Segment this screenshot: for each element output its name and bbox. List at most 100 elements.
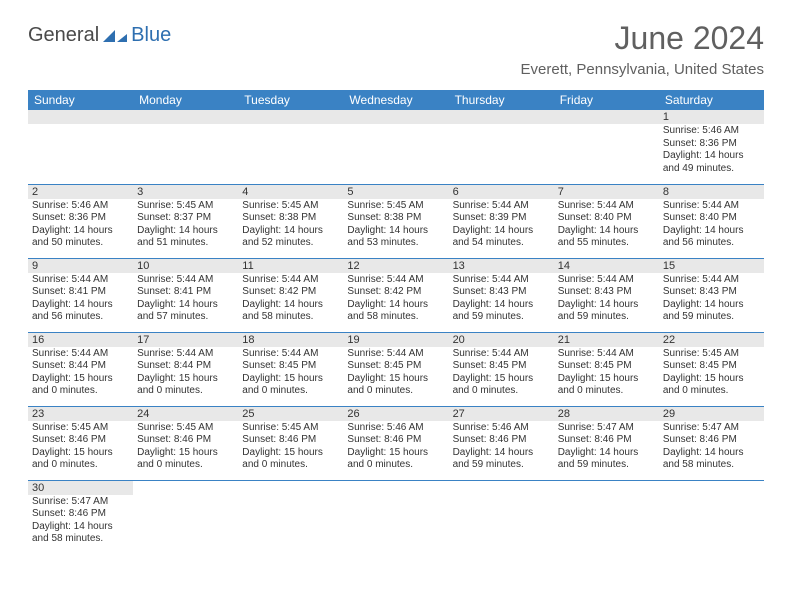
day-number: 10: [133, 259, 238, 273]
calendar-cell: 3Sunrise: 5:45 AMSunset: 8:37 PMDaylight…: [133, 184, 238, 258]
calendar-cell: 13Sunrise: 5:44 AMSunset: 8:43 PMDayligh…: [449, 258, 554, 332]
sunrise-text: Sunrise: 5:44 AM: [32, 348, 129, 361]
sunset-text: Sunset: 8:45 PM: [663, 360, 760, 373]
day-number: 4: [238, 185, 343, 199]
calendar-cell: [133, 480, 238, 554]
sunset-text: Sunset: 8:46 PM: [32, 434, 129, 447]
sunset-text: Sunset: 8:38 PM: [242, 212, 339, 225]
day-number: 22: [659, 333, 764, 347]
daylight-text: Daylight: 15 hours and 0 minutes.: [32, 373, 129, 398]
sunset-text: Sunset: 8:46 PM: [347, 434, 444, 447]
daylight-text: Daylight: 15 hours and 0 minutes.: [242, 447, 339, 472]
daylight-text: Daylight: 14 hours and 53 minutes.: [347, 225, 444, 250]
sunrise-text: Sunrise: 5:44 AM: [453, 348, 550, 361]
sunrise-text: Sunrise: 5:47 AM: [32, 496, 129, 509]
daylight-text: Daylight: 14 hours and 59 minutes.: [453, 299, 550, 324]
calendar-cell: [659, 480, 764, 554]
sunrise-text: Sunrise: 5:44 AM: [453, 274, 550, 287]
day-number: 24: [133, 407, 238, 421]
day-details: Sunrise: 5:45 AMSunset: 8:46 PMDaylight:…: [28, 421, 133, 475]
sunset-text: Sunset: 8:44 PM: [32, 360, 129, 373]
day-number: 11: [238, 259, 343, 273]
daylight-text: Daylight: 15 hours and 0 minutes.: [137, 373, 234, 398]
sunrise-text: Sunrise: 5:45 AM: [137, 422, 234, 435]
calendar-cell: 1Sunrise: 5:46 AMSunset: 8:36 PMDaylight…: [659, 110, 764, 184]
calendar-cell: [554, 110, 659, 184]
month-title: June 2024: [521, 20, 764, 57]
day-details: Sunrise: 5:45 AMSunset: 8:45 PMDaylight:…: [659, 347, 764, 401]
sunrise-text: Sunrise: 5:44 AM: [242, 348, 339, 361]
day-number: 26: [343, 407, 448, 421]
calendar-cell: [238, 480, 343, 554]
day-number: 19: [343, 333, 448, 347]
day-details: Sunrise: 5:44 AMSunset: 8:41 PMDaylight:…: [133, 273, 238, 327]
calendar-week-row: 16Sunrise: 5:44 AMSunset: 8:44 PMDayligh…: [28, 332, 764, 406]
location: Everett, Pennsylvania, United States: [521, 61, 764, 78]
sunset-text: Sunset: 8:37 PM: [137, 212, 234, 225]
sunset-text: Sunset: 8:41 PM: [32, 286, 129, 299]
daylight-text: Daylight: 15 hours and 0 minutes.: [558, 373, 655, 398]
day-number: 5: [343, 185, 448, 199]
weekday-header: Saturday: [659, 90, 764, 110]
calendar-cell: [449, 110, 554, 184]
daylight-text: Daylight: 14 hours and 50 minutes.: [32, 225, 129, 250]
daylight-text: Daylight: 14 hours and 58 minutes.: [663, 447, 760, 472]
sail-icon: [101, 28, 129, 44]
day-number: 8: [659, 185, 764, 199]
sunset-text: Sunset: 8:41 PM: [137, 286, 234, 299]
weekday-header-row: Sunday Monday Tuesday Wednesday Thursday…: [28, 90, 764, 110]
sunrise-text: Sunrise: 5:44 AM: [347, 274, 444, 287]
weekday-header: Sunday: [28, 90, 133, 110]
sunrise-text: Sunrise: 5:45 AM: [242, 200, 339, 213]
sunset-text: Sunset: 8:38 PM: [347, 212, 444, 225]
sunrise-text: Sunrise: 5:44 AM: [558, 274, 655, 287]
calendar-cell: [28, 110, 133, 184]
daylight-text: Daylight: 15 hours and 0 minutes.: [32, 447, 129, 472]
sunrise-text: Sunrise: 5:45 AM: [137, 200, 234, 213]
calendar-week-row: 1Sunrise: 5:46 AMSunset: 8:36 PMDaylight…: [28, 110, 764, 184]
weekday-header: Friday: [554, 90, 659, 110]
sunrise-text: Sunrise: 5:44 AM: [558, 200, 655, 213]
day-details: Sunrise: 5:45 AMSunset: 8:37 PMDaylight:…: [133, 199, 238, 253]
day-number: 16: [28, 333, 133, 347]
sunset-text: Sunset: 8:40 PM: [663, 212, 760, 225]
calendar-cell: 15Sunrise: 5:44 AMSunset: 8:43 PMDayligh…: [659, 258, 764, 332]
sunset-text: Sunset: 8:45 PM: [242, 360, 339, 373]
daylight-text: Daylight: 14 hours and 58 minutes.: [32, 521, 129, 546]
day-details: Sunrise: 5:46 AMSunset: 8:36 PMDaylight:…: [659, 124, 764, 178]
calendar-cell: 17Sunrise: 5:44 AMSunset: 8:44 PMDayligh…: [133, 332, 238, 406]
day-number: 30: [28, 481, 133, 495]
sunset-text: Sunset: 8:43 PM: [453, 286, 550, 299]
daylight-text: Daylight: 15 hours and 0 minutes.: [663, 373, 760, 398]
calendar-cell: 12Sunrise: 5:44 AMSunset: 8:42 PMDayligh…: [343, 258, 448, 332]
day-details: Sunrise: 5:47 AMSunset: 8:46 PMDaylight:…: [28, 495, 133, 549]
sunrise-text: Sunrise: 5:44 AM: [663, 200, 760, 213]
weekday-header: Thursday: [449, 90, 554, 110]
day-number: 7: [554, 185, 659, 199]
daylight-text: Daylight: 14 hours and 58 minutes.: [347, 299, 444, 324]
daylight-text: Daylight: 14 hours and 57 minutes.: [137, 299, 234, 324]
sunset-text: Sunset: 8:42 PM: [242, 286, 339, 299]
day-details: Sunrise: 5:45 AMSunset: 8:46 PMDaylight:…: [238, 421, 343, 475]
sunrise-text: Sunrise: 5:44 AM: [347, 348, 444, 361]
day-details: Sunrise: 5:44 AMSunset: 8:41 PMDaylight:…: [28, 273, 133, 327]
day-details: Sunrise: 5:44 AMSunset: 8:40 PMDaylight:…: [659, 199, 764, 253]
daylight-text: Daylight: 15 hours and 0 minutes.: [453, 373, 550, 398]
day-details: Sunrise: 5:44 AMSunset: 8:44 PMDaylight:…: [28, 347, 133, 401]
logo-text-general: General: [28, 24, 99, 47]
calendar-cell: [343, 110, 448, 184]
day-details: Sunrise: 5:44 AMSunset: 8:43 PMDaylight:…: [554, 273, 659, 327]
sunset-text: Sunset: 8:44 PM: [137, 360, 234, 373]
calendar-week-row: 2Sunrise: 5:46 AMSunset: 8:36 PMDaylight…: [28, 184, 764, 258]
sunrise-text: Sunrise: 5:45 AM: [242, 422, 339, 435]
calendar-cell: 24Sunrise: 5:45 AMSunset: 8:46 PMDayligh…: [133, 406, 238, 480]
day-details: Sunrise: 5:45 AMSunset: 8:38 PMDaylight:…: [238, 199, 343, 253]
sunrise-text: Sunrise: 5:44 AM: [453, 200, 550, 213]
daylight-text: Daylight: 15 hours and 0 minutes.: [137, 447, 234, 472]
title-block: June 2024 Everett, Pennsylvania, United …: [521, 20, 764, 78]
day-details: Sunrise: 5:44 AMSunset: 8:45 PMDaylight:…: [449, 347, 554, 401]
sunrise-text: Sunrise: 5:44 AM: [137, 274, 234, 287]
calendar-cell: 19Sunrise: 5:44 AMSunset: 8:45 PMDayligh…: [343, 332, 448, 406]
day-number: 14: [554, 259, 659, 273]
calendar-cell: 8Sunrise: 5:44 AMSunset: 8:40 PMDaylight…: [659, 184, 764, 258]
